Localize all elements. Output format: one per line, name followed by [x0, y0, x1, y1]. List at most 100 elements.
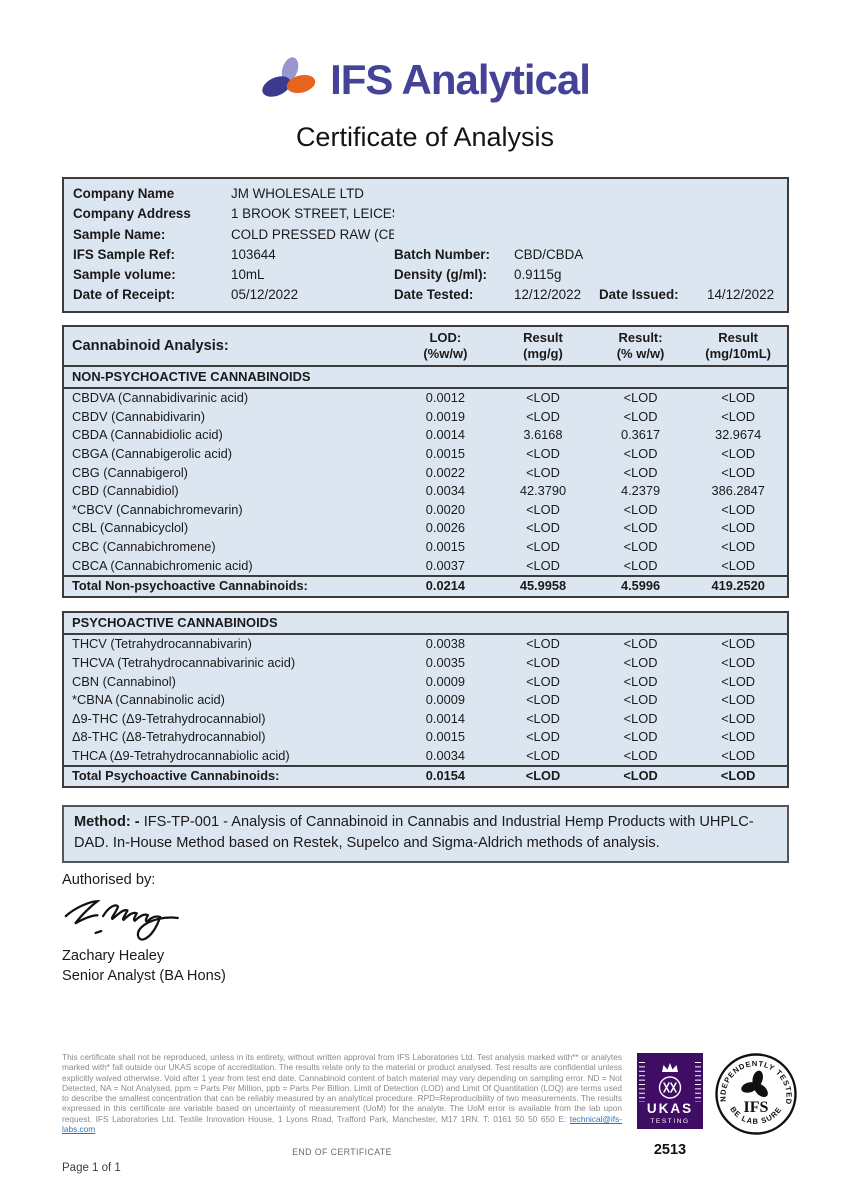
result-percent: <LOD	[623, 464, 658, 480]
column-header: LOD: (%w/w)	[397, 330, 495, 362]
result-mg-g: <LOD	[526, 747, 560, 763]
lod-percent: 0.0020	[425, 501, 465, 517]
ifs-be-lab-sure-stamp: INDEPENDENTLY TESTED BE LAB SURE IFS	[714, 1052, 797, 1135]
result-mg-10ml: 386.2847	[711, 483, 765, 499]
analyte-name: CBD (Cannabidiol)	[72, 483, 179, 499]
analyte-name: THCVA (Tetrahydrocannabivarinic acid)	[72, 654, 296, 670]
result-percent: 4.5996	[620, 578, 661, 594]
company-row: Company Name JM WHOLESALE LTD	[64, 184, 787, 204]
analyte-row: Δ8-THC (Δ8-Tetrahydrocannabiol) 0.0015 <LO…	[64, 728, 787, 747]
analyte-name: THCV (Tetrahydrocannabivarin)	[72, 636, 252, 652]
lod-percent: 0.0009	[425, 673, 465, 689]
ukas-accreditation-number: 2513	[653, 1142, 687, 1158]
result-mg-g: <LOD	[526, 408, 560, 424]
result-mg-g: <LOD	[526, 710, 560, 726]
result-mg-g: <LOD	[526, 692, 560, 708]
field-label: Density (g/ml):	[394, 267, 487, 283]
result-mg-g: <LOD	[526, 446, 560, 462]
column-header-line: (% w/w)	[616, 345, 665, 361]
disclaimer-text: This certificate shall not be reproduced…	[62, 1052, 622, 1134]
stamp-trefoil-icon	[741, 1070, 768, 1098]
analyte-name: *CBCV (Cannabichromevarin)	[72, 501, 243, 517]
company-row: Sample Name: COLD PRESSED RAW (CBD/CBDA)	[64, 225, 787, 245]
result-percent: 4.2379	[620, 483, 661, 499]
result-mg-g: <LOD	[526, 539, 560, 555]
result-mg-g: <LOD	[526, 501, 560, 517]
result-mg-10ml: <LOD	[720, 768, 756, 784]
analyte-row: CBC (Cannabichromene) 0.0015 <LOD <LOD <LOD	[64, 538, 787, 557]
analyte-name: CBL (Cannabicyclol)	[72, 520, 189, 536]
result-percent: <LOD	[623, 636, 658, 652]
result-mg-10ml: <LOD	[721, 673, 756, 689]
field-value: 14/12/2022	[707, 287, 775, 303]
result-percent: <LOD	[623, 390, 658, 406]
result-mg-10ml: <LOD	[721, 557, 756, 573]
result-mg-g: <LOD	[526, 464, 560, 480]
result-mg-10ml: <LOD	[721, 408, 756, 424]
lod-percent: 0.0012	[425, 390, 465, 406]
brand-header: IFS Analytical	[0, 0, 850, 104]
field-label: IFS Sample Ref:	[73, 246, 175, 262]
accreditation-logos: UKAS TESTING INDEPENDENTLY TESTED	[636, 1052, 798, 1174]
analysis-title: Cannabinoid Analysis:	[72, 337, 229, 354]
lod-percent: 0.0034	[425, 483, 465, 499]
result-percent: <LOD	[623, 520, 658, 536]
ukas-wordmark: UKAS	[647, 1101, 693, 1116]
analyte-row: CBDVA (Cannabidivarinic acid) 0.0012 <LOD <…	[64, 389, 787, 408]
psychoactive-table: PSYCHOACTIVE CANNABINOIDS THCV (Tetrahyd…	[62, 610, 789, 789]
lod-percent: 0.0015	[425, 539, 465, 555]
field-label: Company Name	[73, 186, 175, 201]
analyte-name: CBDVA (Cannabidivarinic acid)	[72, 390, 249, 406]
result-percent: <LOD	[623, 557, 658, 573]
analyte-row: THCA (Δ9-Tetrahydrocannabiolic acid) 0.00…	[64, 747, 787, 766]
column-header: Result (mg/g)	[494, 330, 592, 362]
lod-percent: 0.0154	[425, 768, 465, 784]
lod-percent: 0.0026	[425, 520, 465, 536]
result-mg-10ml: <LOD	[721, 390, 756, 406]
analyte-name: CBG (Cannabigerol)	[72, 464, 188, 480]
result-mg-10ml: <LOD	[721, 747, 756, 763]
page-number: Page 1 of 1	[62, 1162, 121, 1175]
column-header-line: Result	[718, 329, 759, 345]
result-mg-g: 45.9958	[519, 578, 567, 594]
column-header-line: (mg/g)	[523, 345, 563, 361]
result-mg-10ml: <LOD	[721, 654, 756, 670]
email-link[interactable]: technical@ifs-labs.com	[62, 1113, 622, 1134]
lod-percent: 0.0019	[425, 408, 465, 424]
field-value: 0.9115g	[514, 267, 562, 283]
total-row: Total Non-psychoactive Cannabinoids: 0.02…	[64, 575, 787, 596]
analyte-row: CBG (Cannabigerol) 0.0022 <LOD <LOD <LOD	[64, 464, 787, 483]
field-value: 10mL	[231, 267, 265, 283]
result-percent: <LOD	[623, 408, 658, 424]
company-row: Sample volume: 10mL Density (g/ml): 0.9115g	[64, 265, 787, 285]
company-info-table: Company Name JM WHOLESALE LTD Company Addr…	[62, 177, 789, 313]
lod-percent: 0.0038	[425, 636, 465, 652]
field-value: JM WHOLESALE LTD	[231, 186, 364, 201]
field-label: Batch Number:	[394, 246, 490, 262]
result-percent: <LOD	[623, 768, 658, 784]
field-value: 1 BROOK STREET, LEICESTER LE8 6LA.	[231, 206, 394, 222]
signature-image	[64, 899, 179, 941]
method-label: Method: -	[74, 814, 140, 831]
method-text: IFS-TP-001 - Analysis of Cannabinoid in …	[74, 814, 754, 851]
result-mg-10ml: <LOD	[721, 729, 756, 745]
total-row: Total Psychoactive Cannabinoids: 0.0154 <L…	[64, 765, 787, 786]
result-mg-g: <LOD	[526, 673, 560, 689]
result-mg-g: <LOD	[526, 557, 560, 573]
field-label: Sample Name:	[73, 226, 166, 242]
analyte-name: CBGA (Cannabigerolic acid)	[72, 446, 233, 462]
analyte-row: *CBCV (Cannabichromevarin) 0.0020 <LOD <LOD…	[64, 501, 787, 520]
result-percent: <LOD	[623, 747, 658, 763]
analyte-name: Δ8-THC (Δ8-Tetrahydrocannabiol)	[72, 729, 266, 745]
analyte-name: CBDV (Cannabidivarin)	[72, 408, 205, 424]
result-percent: <LOD	[623, 539, 658, 555]
field-value: COLD PRESSED RAW (CBD/CBDA)	[231, 226, 394, 242]
result-mg-g: 3.6168	[523, 427, 563, 443]
column-header-line: LOD:	[429, 329, 462, 345]
analyte-row: CBDV (Cannabidivarin) 0.0019 <LOD <LOD <LOD	[64, 408, 787, 427]
lod-percent: 0.0214	[425, 578, 465, 594]
analyte-name: Δ9-THC (Δ9-Tetrahydrocannabiol)	[72, 710, 266, 726]
page-title: Certificate of Analysis	[295, 122, 555, 152]
result-mg-10ml: <LOD	[721, 520, 756, 536]
company-row: Company Address 1 BROOK STREET, LEICESTER…	[64, 204, 787, 224]
